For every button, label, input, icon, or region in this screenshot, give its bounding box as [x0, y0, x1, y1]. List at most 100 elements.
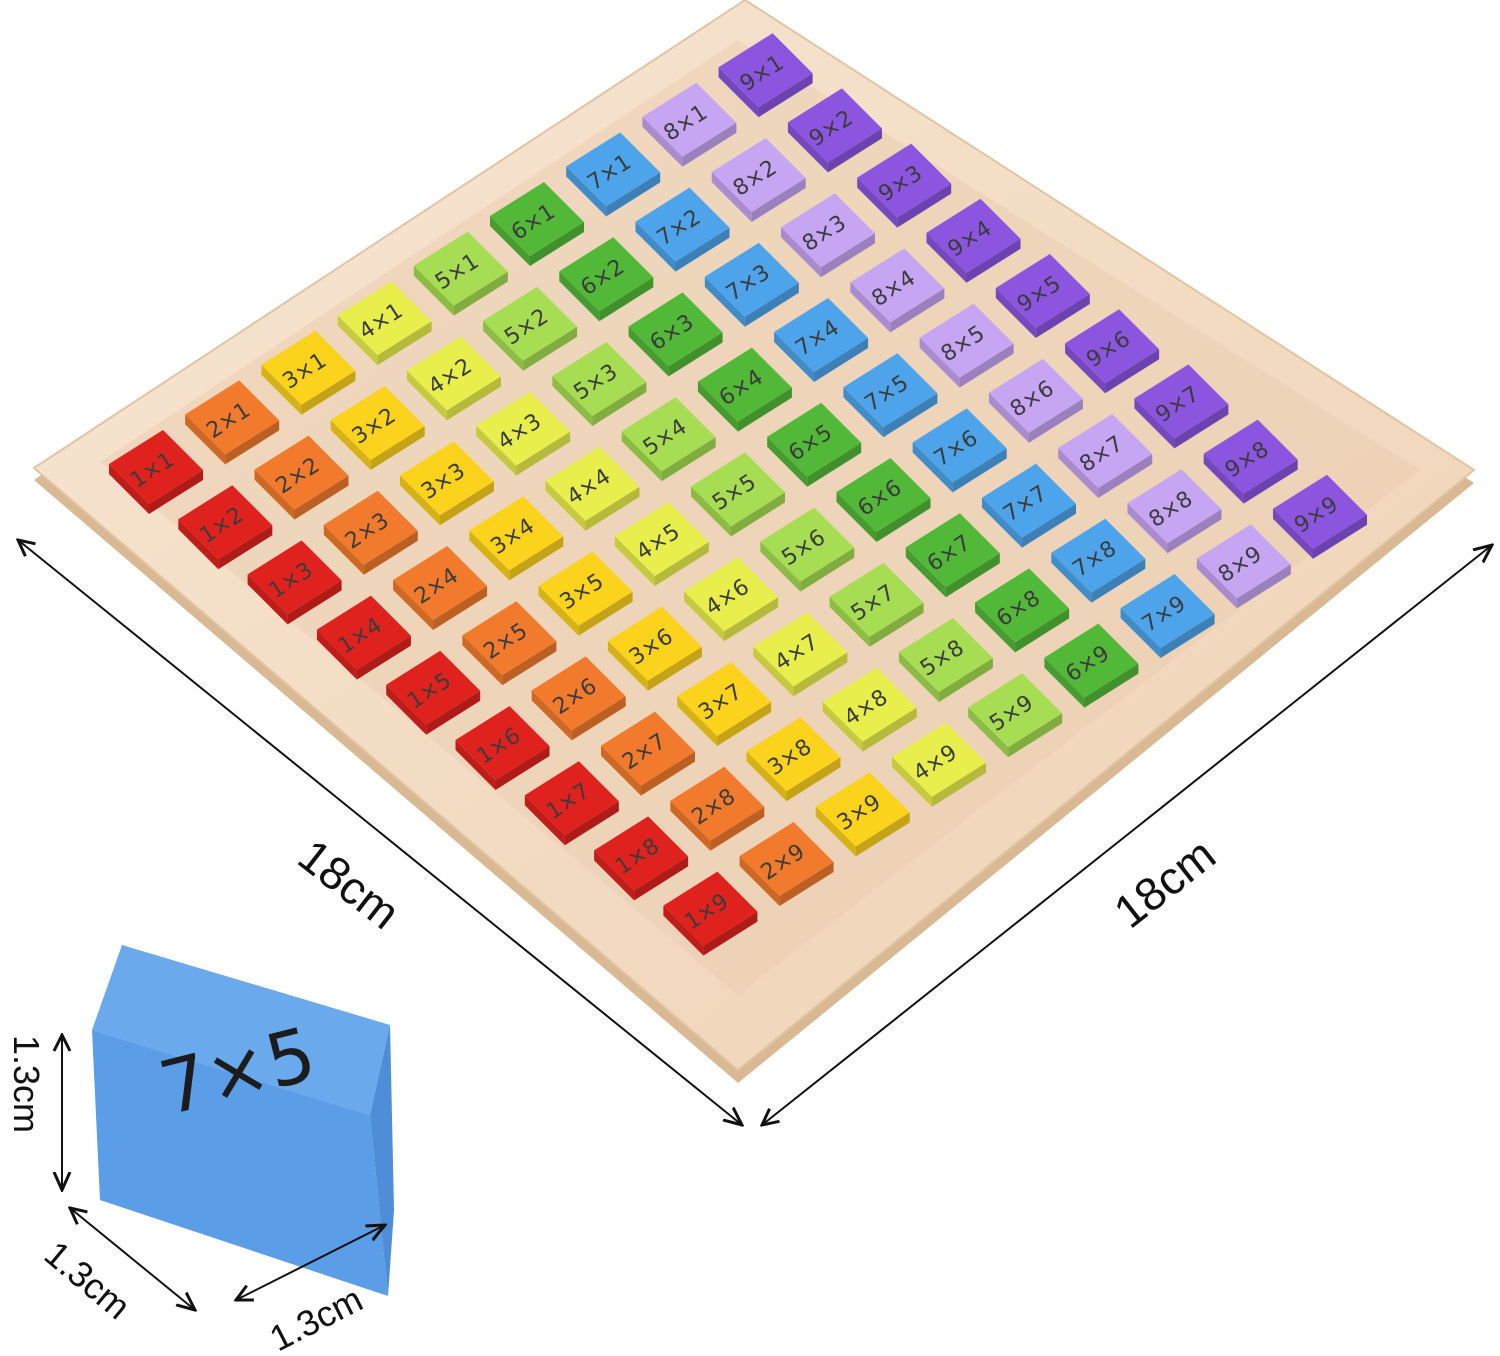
tile-1x1[interactable]: 1×1: [109, 430, 203, 514]
tile-8x1[interactable]: 8×1: [642, 82, 737, 167]
tile-top: [1203, 419, 1298, 494]
tile-side: [751, 178, 806, 222]
tile-4x3[interactable]: 4×3: [476, 391, 571, 476]
tile-6x1[interactable]: 6×1: [490, 182, 584, 266]
tile-7x1[interactable]: 7×1: [566, 132, 661, 217]
tile-side: [337, 315, 378, 366]
tile-side: [523, 326, 578, 371]
tile-9x6[interactable]: 9×6: [1065, 309, 1160, 394]
tile-side: [1127, 503, 1168, 554]
tile-3x2[interactable]: 3×2: [330, 386, 425, 470]
tile-9x2[interactable]: 9×2: [787, 88, 882, 173]
tile-7x7[interactable]: 7×7: [982, 463, 1076, 548]
tile-7x6[interactable]: 7×6: [912, 408, 1007, 493]
tile-side: [668, 332, 723, 377]
tile-5x4[interactable]: 5×4: [621, 397, 716, 482]
tile-side: [490, 216, 530, 266]
tile-side: [814, 338, 869, 382]
tile-9x5[interactable]: 9×5: [995, 254, 1090, 338]
tile-side: [185, 414, 226, 465]
tile-top: [774, 298, 869, 372]
tile-top: [836, 458, 931, 532]
tile-9x3[interactable]: 9×3: [857, 143, 952, 228]
tile-top: [490, 182, 584, 256]
tile-8x3[interactable]: 8×3: [781, 193, 875, 278]
tile-9x7[interactable]: 9×7: [1134, 364, 1229, 449]
tile-4x1[interactable]: 4×1: [337, 281, 432, 366]
tile-top: [691, 452, 785, 527]
tile-side: [261, 364, 302, 415]
tile-side: [781, 227, 821, 278]
tile-side: [1174, 404, 1229, 449]
tile-3x3[interactable]: 3×3: [400, 441, 494, 526]
tile-8x4[interactable]: 8×4: [850, 248, 945, 333]
tile-side: [566, 166, 607, 217]
tile-side: [413, 265, 454, 316]
tile-8x6[interactable]: 8×6: [988, 358, 1083, 443]
tile-side: [599, 277, 654, 322]
tile-side: [959, 343, 1014, 388]
right-dimension-label: 18cm: [1104, 828, 1225, 938]
tile-8x2[interactable]: 8×2: [711, 138, 806, 222]
tile-7x5[interactable]: 7×5: [843, 353, 938, 438]
tile-7x4[interactable]: 7×4: [774, 298, 869, 382]
tile-side: [1203, 453, 1244, 504]
tile-top: [406, 336, 501, 411]
tile-top: [919, 303, 1014, 378]
tile-side: [966, 238, 1021, 283]
tile-side: [545, 480, 586, 531]
tile-side: [827, 128, 882, 173]
tile-side: [919, 337, 960, 388]
tile-7x2[interactable]: 7×2: [635, 187, 730, 272]
tile-5x2[interactable]: 5×2: [483, 286, 578, 371]
tile-side: [1167, 509, 1222, 554]
tile-8x8[interactable]: 8×8: [1127, 469, 1222, 554]
tile-2x2[interactable]: 2×2: [254, 435, 349, 520]
tile-side: [691, 486, 731, 537]
tile-side: [621, 431, 662, 482]
tile-side: [787, 122, 828, 173]
tile-top: [621, 397, 716, 472]
tile-side: [225, 420, 280, 465]
tile-8x5[interactable]: 8×5: [919, 303, 1014, 388]
tile-side: [377, 321, 432, 366]
tile-6x5[interactable]: 6×5: [767, 402, 862, 487]
tile-8x7[interactable]: 8×7: [1058, 414, 1153, 498]
tile-side: [1105, 349, 1160, 394]
cube-width-line: [236, 1225, 385, 1300]
tile-6x4[interactable]: 6×4: [697, 347, 792, 432]
tile-top: [988, 358, 1083, 433]
tile-top: [545, 446, 640, 521]
tile-side: [821, 233, 875, 278]
tile-5x1[interactable]: 5×1: [413, 231, 508, 316]
tile-6x6[interactable]: 6×6: [836, 458, 931, 542]
tile-5x5[interactable]: 5×5: [691, 452, 785, 537]
tile-side: [995, 288, 1036, 338]
tile-side: [767, 436, 808, 487]
tile-4x4[interactable]: 4×4: [545, 446, 640, 531]
tile-top: [704, 242, 799, 317]
tile-side: [774, 332, 815, 382]
tile-5x3[interactable]: 5×3: [552, 342, 647, 426]
tile-side: [850, 282, 891, 333]
tile-top: [982, 463, 1076, 538]
tile-7x3[interactable]: 7×3: [704, 242, 799, 327]
tile-9x1[interactable]: 9×1: [718, 33, 813, 118]
tile-6x2[interactable]: 6×2: [559, 237, 654, 322]
tile-side: [737, 387, 792, 432]
tile-9x8[interactable]: 9×8: [1203, 419, 1298, 504]
tile-side: [952, 448, 1007, 493]
tile-2x1[interactable]: 2×1: [185, 380, 280, 465]
tile-top: [109, 430, 203, 504]
tile-side: [483, 320, 524, 371]
tile-3x1[interactable]: 3×1: [261, 330, 356, 415]
tile-9x4[interactable]: 9×4: [926, 198, 1021, 283]
tile-side: [697, 381, 738, 432]
tile-side: [890, 288, 945, 333]
tile-side: [254, 469, 295, 520]
tile-4x2[interactable]: 4×2: [406, 336, 501, 421]
tile-top: [635, 187, 730, 262]
tile-6x3[interactable]: 6×3: [628, 292, 723, 377]
tile-top: [718, 33, 813, 108]
